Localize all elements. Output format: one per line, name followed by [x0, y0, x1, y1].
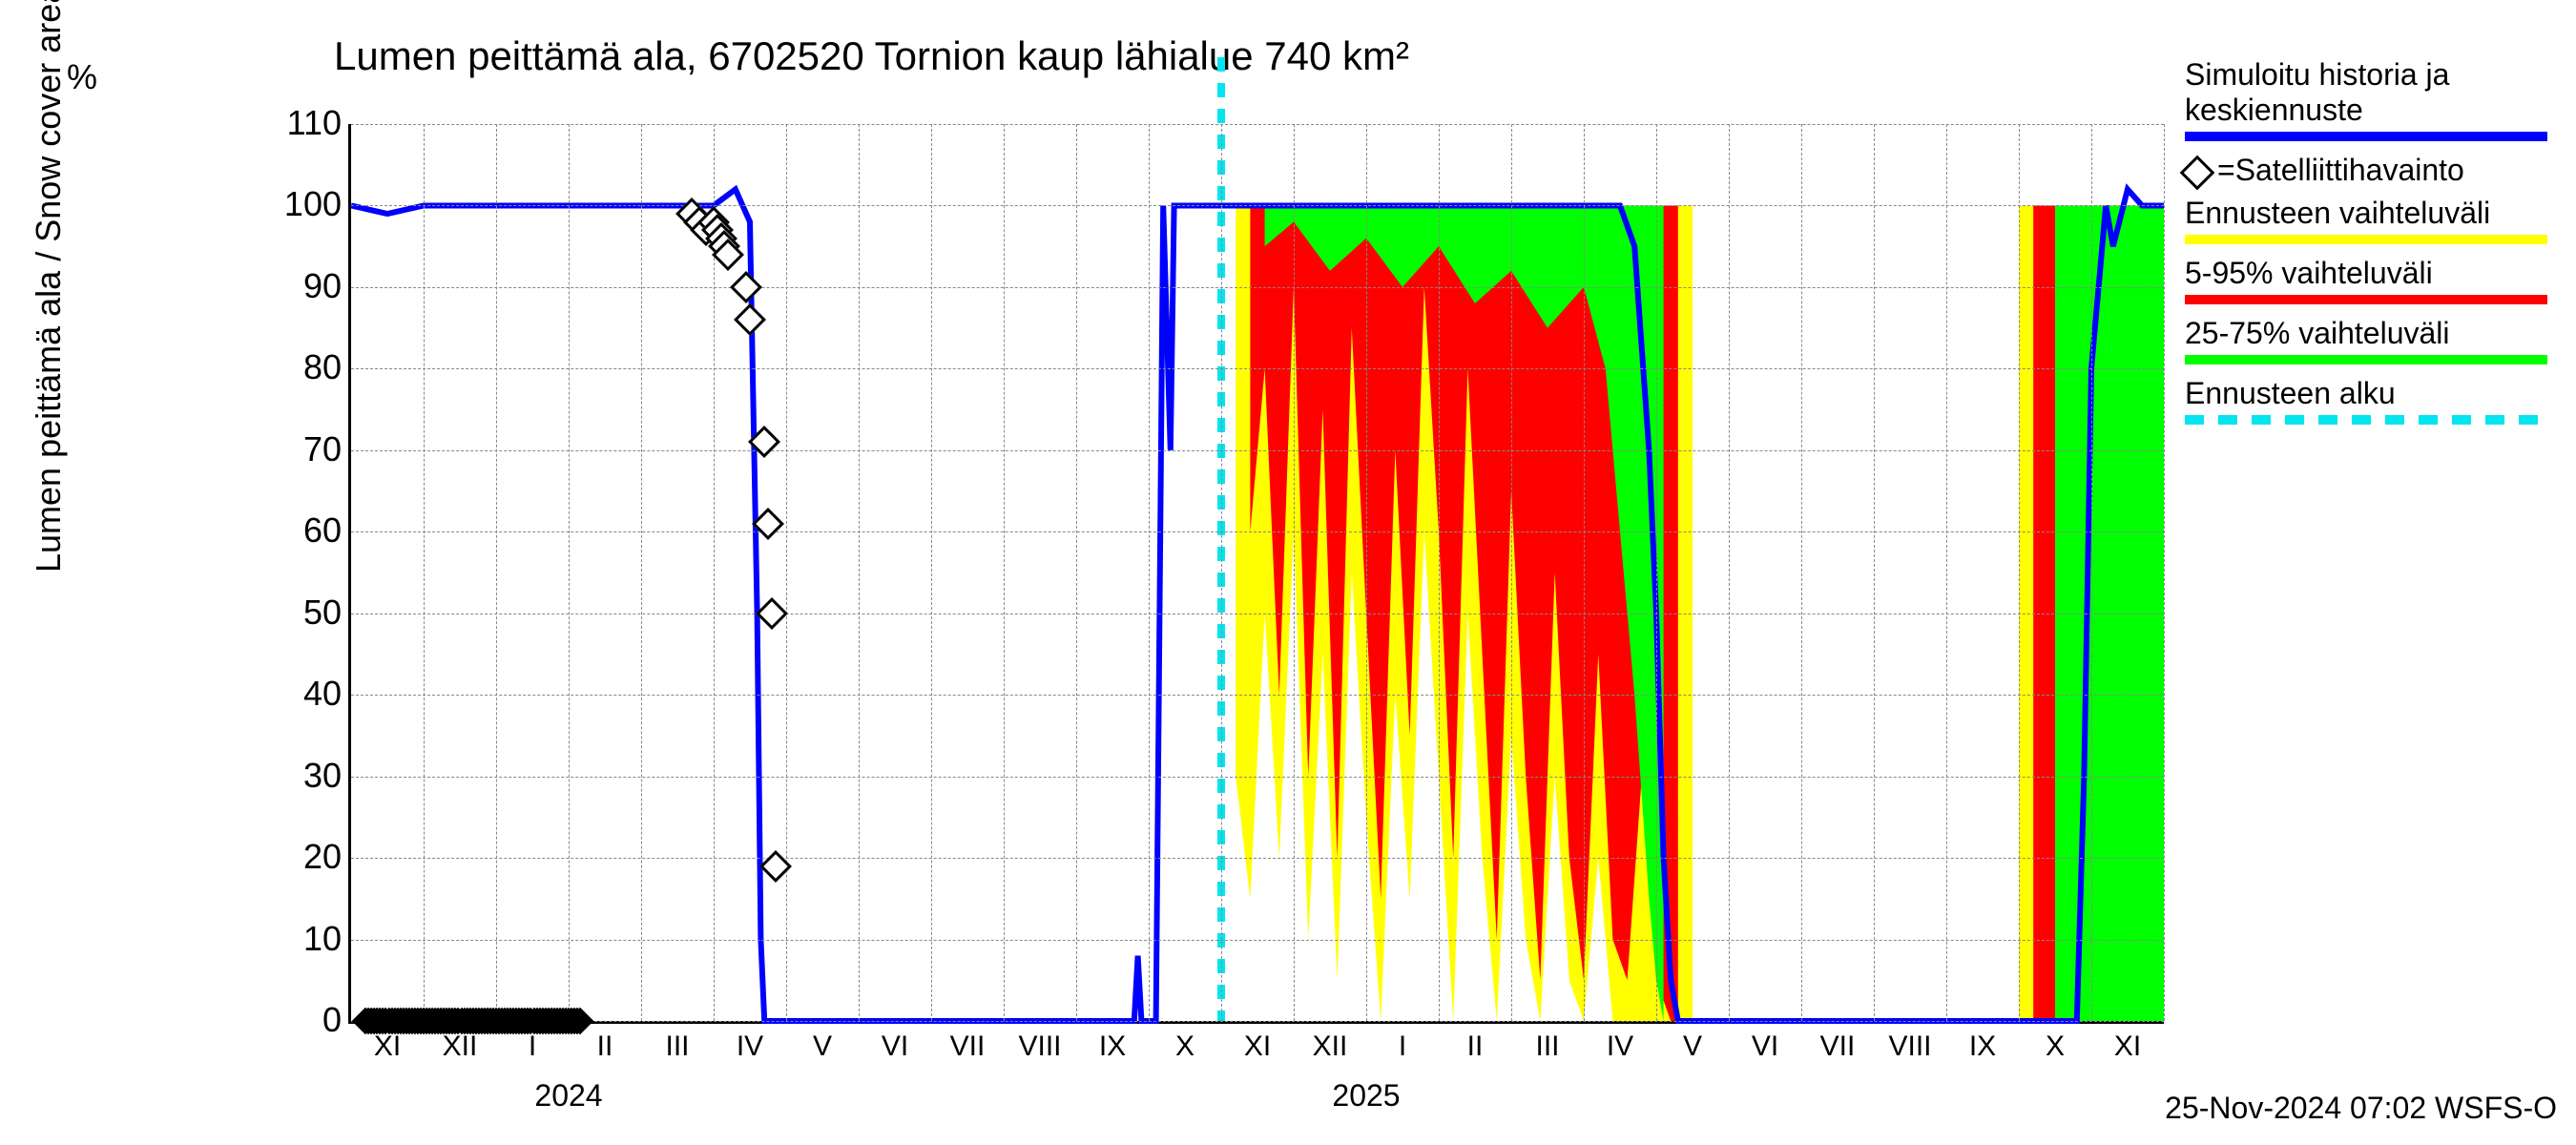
x-tick-label: V	[813, 1030, 832, 1063]
x-tick-label: IX	[1969, 1030, 1996, 1063]
x-tick-label: VII	[1820, 1030, 1856, 1063]
year-label: 2024	[534, 1078, 602, 1114]
x-tick-label: VII	[950, 1030, 986, 1063]
x-tick-label: V	[1683, 1030, 1702, 1063]
y-tick-label: 70	[265, 429, 342, 469]
x-tick-label: X	[1175, 1030, 1195, 1063]
x-tick-label: I	[529, 1030, 536, 1063]
x-tick-label: III	[1535, 1030, 1559, 1063]
legend-label: 25-75% vaihteluväli	[2185, 316, 2566, 351]
x-tick-label: II	[1467, 1030, 1484, 1063]
x-tick-label: III	[665, 1030, 689, 1063]
legend-item-forecast-start: Ennusteen alku	[2185, 376, 2566, 425]
y-tick-label: 90	[265, 266, 342, 306]
x-tick-label: IV	[737, 1030, 763, 1063]
x-tick-label: XI	[374, 1030, 401, 1063]
legend-label: 5-95% vaihteluväli	[2185, 256, 2566, 291]
plot-svg	[351, 124, 2164, 1021]
legend-swatch	[2185, 132, 2547, 141]
legend: Simuloitu historia ja keskiennuste =Sate…	[2185, 57, 2566, 436]
x-tick-label: I	[1399, 1030, 1406, 1063]
x-tick-label: IX	[1099, 1030, 1126, 1063]
y-tick-label: 80	[265, 347, 342, 387]
x-tick-label: IV	[1607, 1030, 1633, 1063]
y-tick-label: 10	[265, 919, 342, 959]
x-tick-label: XII	[1313, 1030, 1348, 1063]
legend-swatch	[2185, 295, 2547, 304]
y-tick-label: 60	[265, 510, 342, 551]
legend-item-simulated: Simuloitu historia ja keskiennuste	[2185, 57, 2566, 141]
legend-swatch	[2185, 235, 2547, 244]
diamond-icon	[2180, 155, 2215, 190]
legend-swatch	[2185, 415, 2547, 425]
y-tick-label: 30	[265, 756, 342, 796]
x-tick-label: VI	[882, 1030, 908, 1063]
y-tick-label: 100	[265, 184, 342, 224]
y-axis-label: Lumen peittämä ala / Snow cover area	[29, 0, 69, 572]
x-tick-label: VIII	[1888, 1030, 1931, 1063]
y-tick-label: 40	[265, 674, 342, 714]
legend-label: Ennusteen vaihteluväli	[2185, 196, 2566, 231]
x-tick-label: X	[2046, 1030, 2065, 1063]
legend-label: =Satelliittihavainto	[2217, 153, 2464, 187]
legend-item-595: 5-95% vaihteluväli	[2185, 256, 2566, 304]
x-tick-label: XI	[1244, 1030, 1271, 1063]
legend-item-forecast-range: Ennusteen vaihteluväli	[2185, 196, 2566, 244]
chart-title: Lumen peittämä ala, 6702520 Tornion kaup…	[334, 33, 1409, 79]
x-tick-label: VIII	[1018, 1030, 1061, 1063]
y-tick-label: 0	[265, 1000, 342, 1040]
legend-label: Simuloitu historia ja	[2185, 57, 2566, 93]
legend-item-satellite: =Satelliittihavainto	[2185, 153, 2566, 188]
y-tick-label: 50	[265, 593, 342, 633]
year-label: 2025	[1332, 1078, 1400, 1114]
x-tick-label: II	[597, 1030, 613, 1063]
legend-swatch	[2185, 355, 2547, 364]
legend-label: keskiennuste	[2185, 93, 2566, 128]
y-tick-label: 110	[265, 103, 342, 143]
x-tick-label: XI	[2114, 1030, 2141, 1063]
footer-text: 25-Nov-2024 07:02 WSFS-O	[2165, 1091, 2557, 1126]
x-tick-label: XII	[443, 1030, 478, 1063]
legend-label: Ennusteen alku	[2185, 376, 2566, 411]
y-unit-label: %	[67, 57, 97, 97]
plot-area: 0102030405060708090100110XIXIIIIIIIIIVVV…	[348, 124, 2164, 1024]
chart-container: Lumen peittämä ala / Snow cover area % L…	[0, 0, 2576, 1145]
y-tick-label: 20	[265, 837, 342, 877]
x-tick-label: VI	[1752, 1030, 1778, 1063]
legend-item-2575: 25-75% vaihteluväli	[2185, 316, 2566, 364]
